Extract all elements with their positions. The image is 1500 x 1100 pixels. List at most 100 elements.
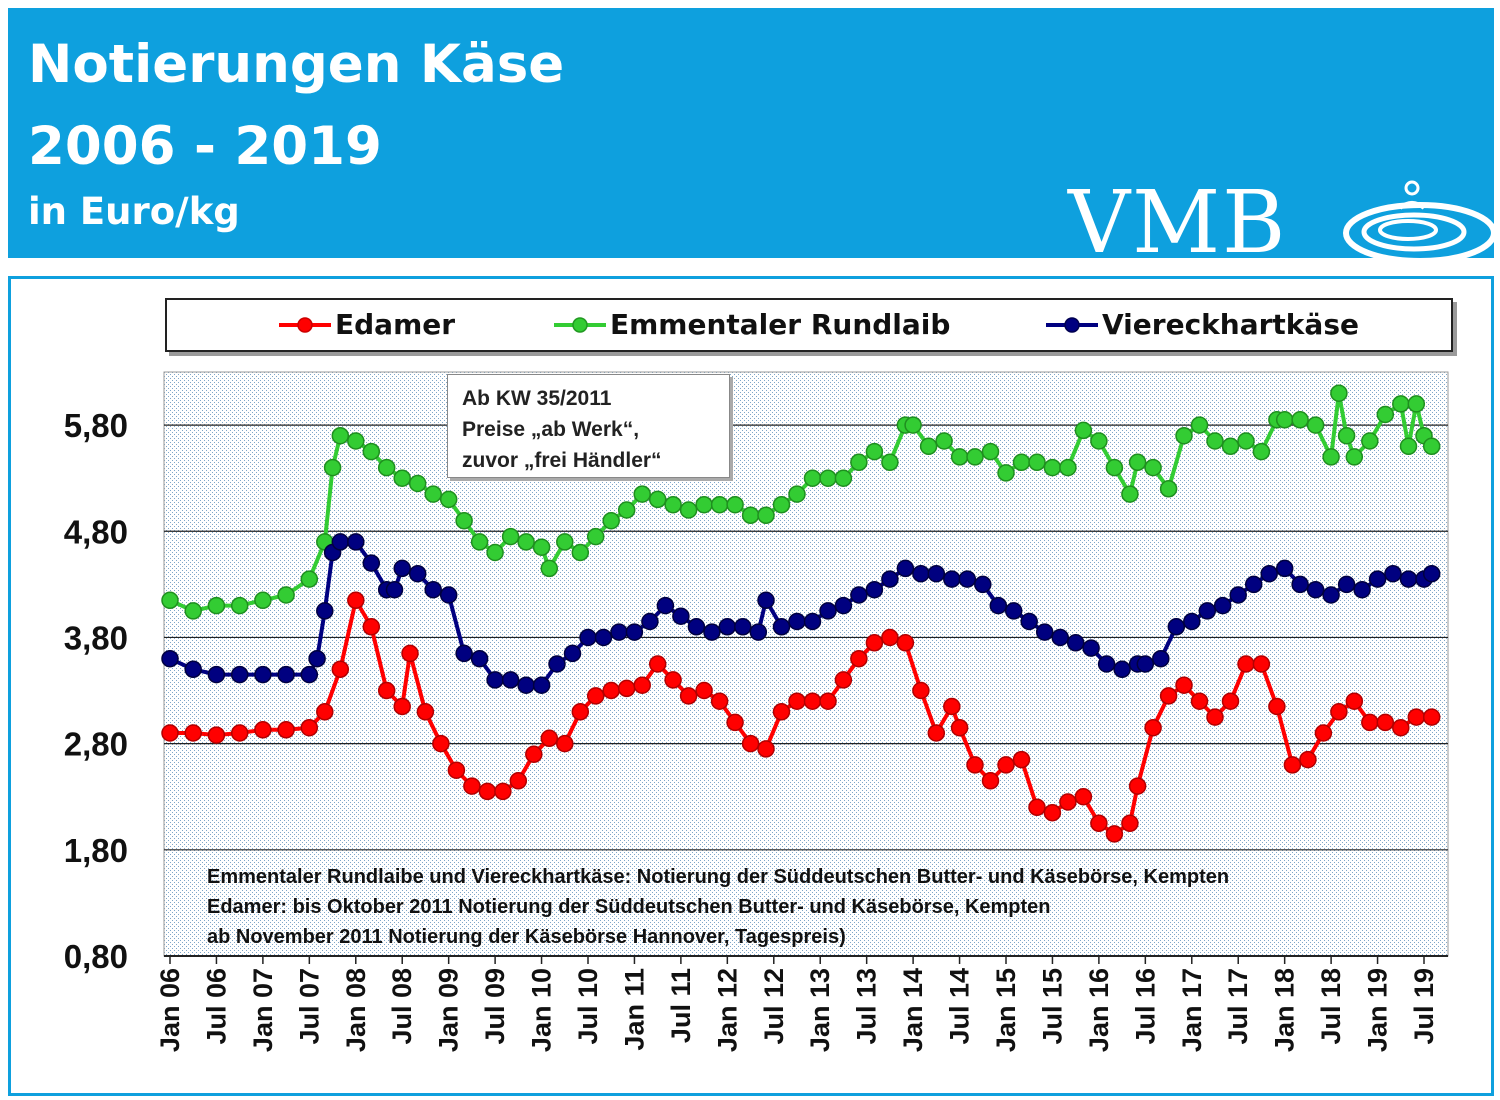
data-point bbox=[679, 687, 698, 705]
data-point bbox=[1028, 798, 1046, 817]
data-point bbox=[1376, 405, 1395, 424]
data-point bbox=[997, 464, 1015, 482]
data-point bbox=[602, 681, 620, 700]
data-point bbox=[1229, 586, 1247, 604]
data-point bbox=[408, 564, 427, 583]
data-point bbox=[865, 580, 884, 599]
data-point bbox=[540, 559, 559, 578]
x-tick-label: Jan 19 bbox=[1363, 968, 1393, 1052]
data-point bbox=[1059, 458, 1077, 477]
x-tick-label: Jan 12 bbox=[712, 968, 742, 1052]
data-point bbox=[1213, 596, 1232, 615]
data-point bbox=[1399, 570, 1418, 588]
data-point bbox=[1175, 676, 1193, 694]
data-point bbox=[254, 591, 272, 610]
data-point bbox=[532, 538, 551, 556]
data-point bbox=[308, 649, 326, 668]
data-point bbox=[850, 586, 868, 604]
data-point bbox=[478, 782, 497, 801]
data-point bbox=[486, 543, 504, 562]
data-point bbox=[377, 458, 396, 477]
data-point bbox=[1361, 713, 1379, 732]
data-point bbox=[1059, 793, 1077, 811]
data-point bbox=[1043, 458, 1062, 477]
data-point bbox=[424, 580, 442, 599]
data-point bbox=[1361, 432, 1379, 450]
x-tick-label: Jul 13 bbox=[852, 968, 882, 1045]
data-point bbox=[184, 660, 202, 679]
data-point bbox=[1159, 687, 1178, 705]
data-point bbox=[1043, 803, 1062, 822]
data-point bbox=[1422, 437, 1441, 456]
data-point bbox=[1353, 580, 1371, 599]
data-point bbox=[672, 607, 690, 625]
data-point bbox=[881, 453, 899, 472]
data-point bbox=[525, 745, 543, 764]
data-point bbox=[1330, 384, 1348, 402]
data-point bbox=[1283, 756, 1302, 774]
data-point bbox=[834, 469, 853, 487]
data-point bbox=[757, 506, 775, 525]
data-point bbox=[207, 726, 226, 744]
data-point bbox=[393, 559, 411, 578]
data-point bbox=[501, 527, 520, 546]
data-point bbox=[1121, 814, 1139, 833]
data-point bbox=[819, 692, 837, 710]
data-point bbox=[1206, 432, 1224, 450]
legend-item-viereck: Viereckhartkäse bbox=[1044, 300, 1384, 350]
data-point bbox=[347, 591, 365, 610]
data-point bbox=[207, 665, 226, 684]
data-point bbox=[455, 644, 473, 663]
data-point bbox=[1322, 586, 1340, 604]
data-point bbox=[501, 671, 520, 689]
legend-item-emmentaler: Emmentaler Rundlaib bbox=[552, 300, 972, 350]
source-note-3: ab November 2011 Notierung der Käsebörse… bbox=[207, 926, 846, 948]
data-point bbox=[1392, 718, 1410, 737]
data-point bbox=[1190, 692, 1209, 710]
data-point bbox=[331, 533, 350, 551]
data-point bbox=[656, 596, 675, 615]
data-point bbox=[617, 679, 636, 698]
data-point bbox=[919, 437, 938, 456]
data-point bbox=[850, 649, 868, 668]
data-point bbox=[757, 740, 775, 758]
data-point bbox=[710, 495, 729, 514]
data-point bbox=[1183, 612, 1201, 631]
data-point bbox=[974, 575, 992, 594]
data-point bbox=[772, 618, 791, 636]
data-point bbox=[772, 495, 791, 514]
data-point bbox=[1144, 458, 1162, 477]
data-point bbox=[470, 533, 489, 551]
logo-text: VMB bbox=[1068, 173, 1288, 273]
source-note-1: Emmentaler Rundlaibe und Viereckhartkäse… bbox=[207, 866, 1230, 888]
data-point bbox=[1090, 432, 1108, 450]
data-point bbox=[641, 612, 659, 631]
page-title: Notierungen Käse bbox=[28, 34, 565, 95]
data-point bbox=[1035, 623, 1054, 641]
data-point bbox=[1237, 432, 1255, 450]
x-tick-label: Jan 16 bbox=[1084, 968, 1114, 1052]
data-point bbox=[1051, 628, 1069, 647]
data-point bbox=[1198, 602, 1217, 620]
x-tick-label: Jul 08 bbox=[387, 968, 417, 1045]
data-point bbox=[401, 644, 419, 663]
x-tick-label: Jul 12 bbox=[759, 968, 789, 1045]
data-point bbox=[254, 665, 272, 684]
data-point bbox=[633, 485, 651, 503]
x-tick-label: Jul 09 bbox=[480, 968, 510, 1045]
data-point bbox=[617, 501, 636, 519]
x-tick-label: Jul 15 bbox=[1037, 968, 1067, 1045]
data-point bbox=[912, 681, 930, 700]
x-tick-label: Jan 09 bbox=[434, 968, 464, 1052]
data-point bbox=[1291, 575, 1309, 594]
data-point bbox=[788, 612, 806, 631]
data-point bbox=[1275, 559, 1294, 578]
source-note-2: Edamer: bis Oktober 2011 Notierung der S… bbox=[207, 896, 1051, 918]
chart-legend: Edamer Emmentaler Rundlaib Viereckhartkä… bbox=[165, 298, 1453, 352]
legend-label-emmentaler: Emmentaler Rundlaib bbox=[610, 308, 951, 341]
y-tick-label: 2,80 bbox=[64, 726, 128, 763]
data-point bbox=[300, 570, 319, 588]
x-tick-label: Jul 06 bbox=[201, 968, 231, 1045]
data-point bbox=[1128, 777, 1147, 795]
